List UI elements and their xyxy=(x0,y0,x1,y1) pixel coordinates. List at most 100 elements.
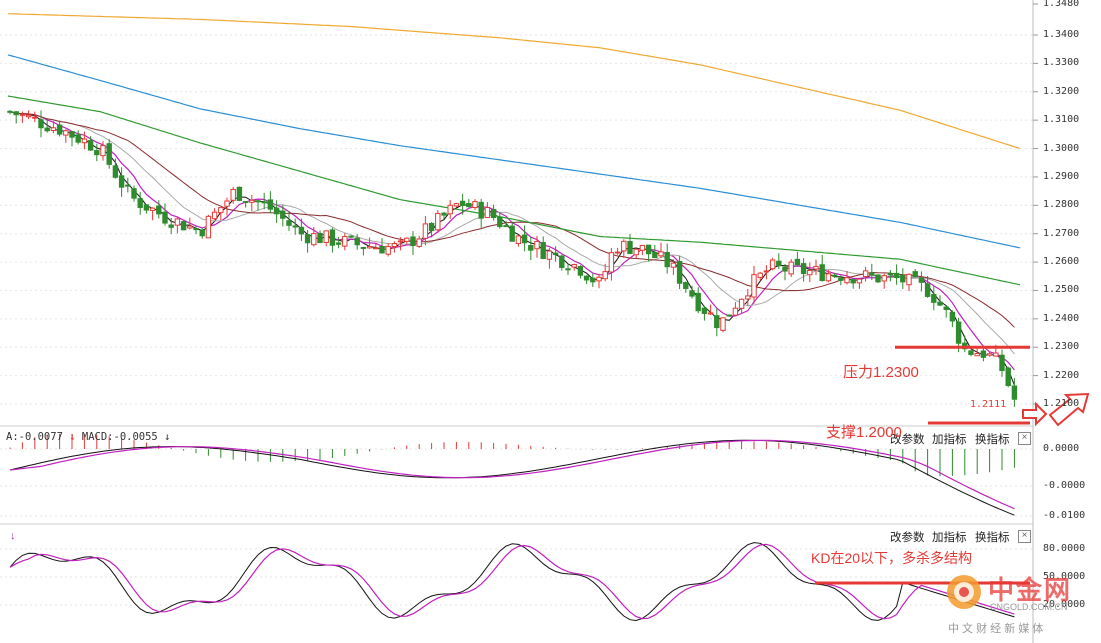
candle xyxy=(819,254,825,282)
candle-body xyxy=(949,311,956,322)
candle-body xyxy=(788,261,794,275)
candle xyxy=(218,207,224,221)
candle xyxy=(838,275,844,286)
kd-close-button[interactable]: × xyxy=(1018,530,1031,543)
candle xyxy=(404,237,410,244)
candle-body xyxy=(838,277,844,281)
candle-body xyxy=(627,241,633,255)
candle-body xyxy=(1011,385,1018,400)
candle-body xyxy=(937,301,943,306)
candle xyxy=(949,310,956,328)
candle xyxy=(503,220,509,228)
candle-body xyxy=(497,216,503,228)
candle-body xyxy=(924,283,931,297)
candle xyxy=(627,234,633,255)
candle xyxy=(875,274,881,284)
candle-body xyxy=(106,143,112,165)
candle xyxy=(255,199,261,211)
candle-body xyxy=(614,251,621,254)
macd-close-button[interactable]: × xyxy=(1018,432,1031,445)
candle xyxy=(633,248,639,260)
candle xyxy=(980,347,987,362)
kd-params-button[interactable]: 改参数 xyxy=(890,532,925,544)
candle xyxy=(918,271,925,292)
candle-body xyxy=(559,255,565,268)
candle-body xyxy=(435,213,441,231)
candle xyxy=(751,265,757,304)
candle-body xyxy=(187,225,193,229)
candle xyxy=(441,211,447,220)
cngold-logo: 中金网 CNGOLD.COM.CN 中 文 财 经 新 媒 体 xyxy=(938,568,1098,636)
candle-body xyxy=(304,234,311,244)
candle xyxy=(75,130,81,145)
candle-body xyxy=(546,250,553,260)
candle xyxy=(912,268,918,278)
candle xyxy=(168,217,174,235)
candle-body xyxy=(385,245,391,255)
candle-body xyxy=(639,244,646,251)
candle-body xyxy=(869,272,875,276)
candle-body xyxy=(180,221,187,231)
candle-body xyxy=(87,140,94,151)
candle xyxy=(311,226,317,247)
candle-body xyxy=(819,264,825,281)
candle xyxy=(193,225,199,235)
candle xyxy=(211,208,218,220)
candle-body xyxy=(397,240,404,243)
kd-switch-indicator-button[interactable]: 换指标 xyxy=(975,532,1010,544)
candle-body xyxy=(738,298,745,309)
candle xyxy=(695,287,701,314)
candle-body xyxy=(689,290,695,297)
candle-body xyxy=(980,350,987,358)
candle xyxy=(342,233,348,251)
candle-body xyxy=(329,229,336,246)
candle-body xyxy=(776,260,782,267)
candle-body xyxy=(608,252,615,273)
candle-body xyxy=(428,222,435,231)
candle xyxy=(56,120,63,137)
candle xyxy=(453,202,460,208)
macd-params-button[interactable]: 改参数 xyxy=(890,434,925,446)
arrow-up-right-icon xyxy=(1048,392,1090,427)
candle-body xyxy=(410,236,416,247)
candle-body xyxy=(621,240,627,252)
candle xyxy=(174,216,181,234)
candle-body xyxy=(726,314,732,317)
kd-add-indicator-button[interactable]: 加指标 xyxy=(932,532,967,544)
candle xyxy=(280,204,286,227)
candle-body xyxy=(416,238,422,247)
candle-body xyxy=(515,235,522,245)
macd-add-indicator-button[interactable]: 加指标 xyxy=(932,434,967,446)
candle-body xyxy=(633,248,639,256)
ma-line-green xyxy=(7,95,1021,286)
macd-switch-indicator-button[interactable]: 换指标 xyxy=(975,434,1010,446)
candle xyxy=(1011,378,1018,407)
candle-body xyxy=(298,226,305,235)
candle xyxy=(689,285,695,299)
ma-line-blue xyxy=(7,54,1021,249)
candle-body xyxy=(224,200,230,207)
candle-body xyxy=(360,246,367,249)
candle xyxy=(100,141,106,161)
cngold-logo-icon xyxy=(947,575,981,609)
price-tick-label: 1.2500 xyxy=(1043,284,1080,296)
candle-body xyxy=(714,315,720,329)
candle xyxy=(800,258,807,282)
candle-body xyxy=(292,225,298,228)
candle xyxy=(249,194,255,212)
candle-body xyxy=(658,251,664,257)
candle-body xyxy=(856,278,863,284)
candle xyxy=(286,211,292,231)
price-tick-label: 1.2600 xyxy=(1043,256,1080,268)
candle-body xyxy=(218,207,224,214)
candle-body xyxy=(391,243,398,247)
candle-body xyxy=(720,317,726,331)
candle xyxy=(962,335,968,353)
candle xyxy=(354,234,360,250)
candle xyxy=(373,243,379,250)
kd-tick-label: 50.0000 xyxy=(1043,571,1086,582)
candle-body xyxy=(7,110,13,113)
candle-body xyxy=(100,145,106,157)
candle-body xyxy=(1005,367,1011,386)
candle-body xyxy=(211,211,218,220)
